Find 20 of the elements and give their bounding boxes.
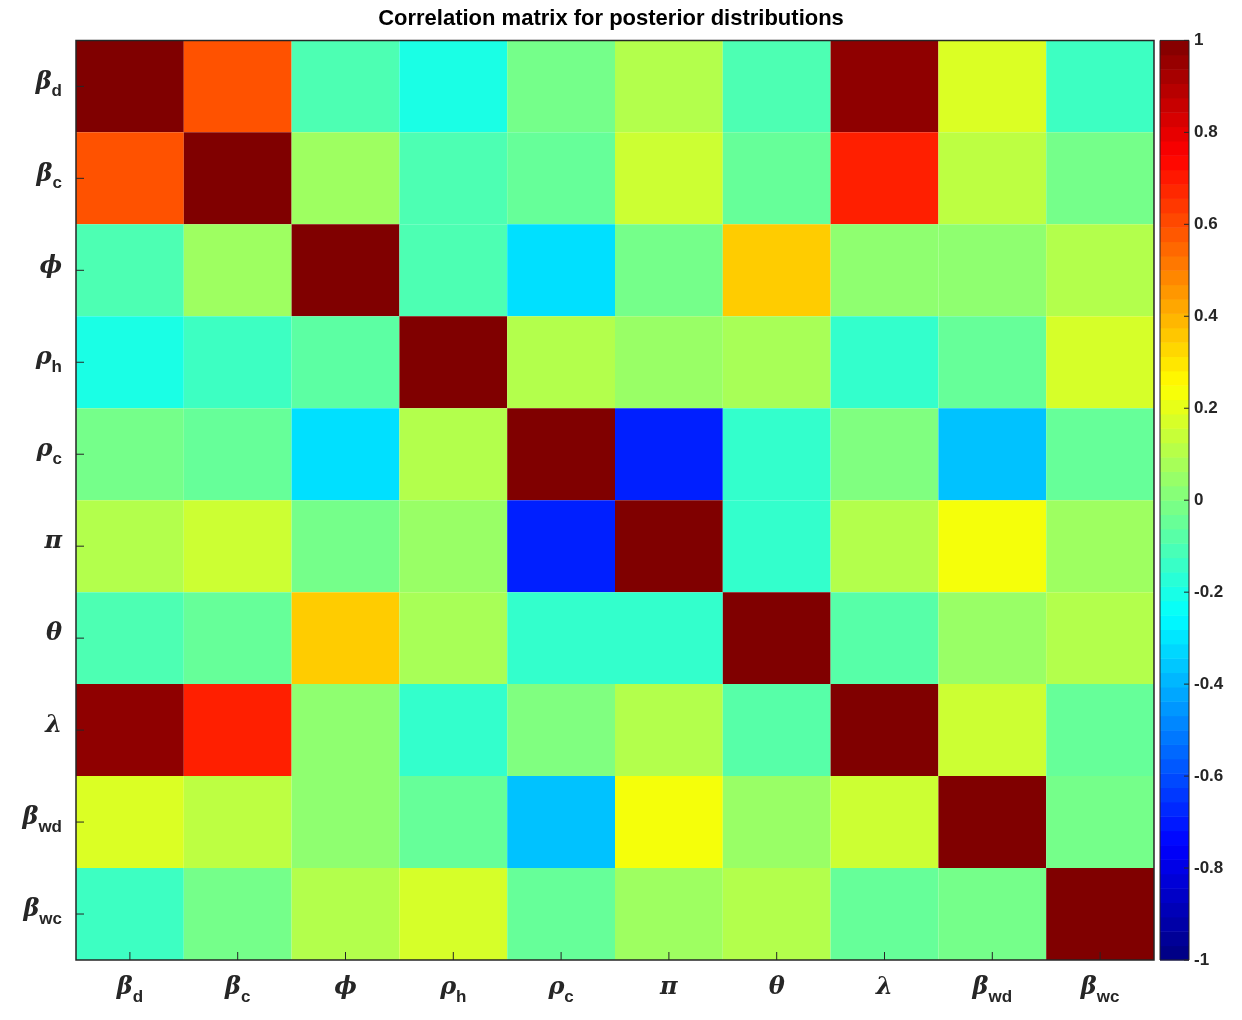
- color-bar-label: 0.6: [1194, 214, 1218, 234]
- y-tick-label: ϕ: [39, 249, 63, 279]
- color-bar-label: 0.2: [1194, 397, 1218, 417]
- color-bar-label: -0.2: [1194, 581, 1224, 601]
- y-tick-label: λ: [44, 709, 62, 739]
- x-tick-label: ϕ: [334, 971, 358, 1001]
- color-bar-label: 0.8: [1194, 122, 1218, 142]
- color-bar-label: -0.8: [1194, 857, 1224, 877]
- color-bar-label: -1: [1194, 949, 1210, 969]
- color-bar-label: 1: [1194, 30, 1204, 50]
- color-bar-label: -0.6: [1194, 765, 1224, 785]
- y-tick-label: π: [43, 525, 63, 555]
- chart-title: Correlation matrix for posterior distributions: [378, 5, 844, 31]
- color-bar-label: -0.4: [1194, 673, 1224, 693]
- x-tick-label: θ: [768, 971, 785, 1001]
- x-tick-label: π: [659, 971, 679, 1001]
- color-bar-label: 0.4: [1194, 305, 1219, 325]
- x-tick-label: λ: [875, 971, 893, 1001]
- y-tick-label: θ: [45, 617, 63, 647]
- color-bar-label: 0: [1194, 489, 1204, 509]
